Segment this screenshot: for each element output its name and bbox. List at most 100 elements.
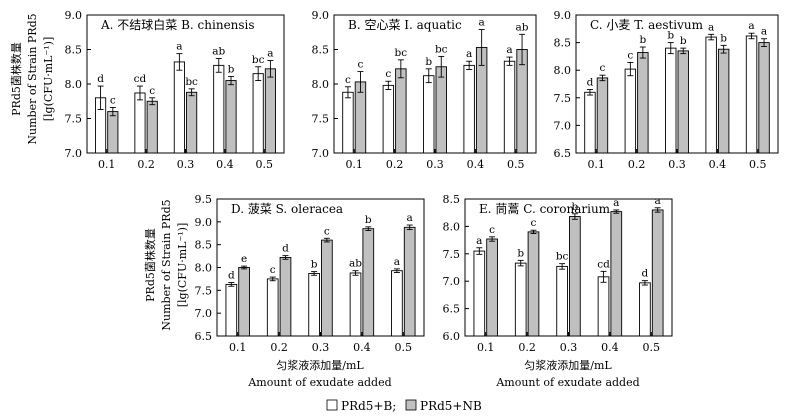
y-tick-label: 6.5	[195, 330, 213, 343]
significance-letter-nb: a	[479, 16, 485, 28]
y-tick-label: 7.5	[443, 248, 461, 261]
legend-label-nb: PRd5+NB	[420, 399, 482, 413]
bar-b	[423, 75, 435, 154]
bar-b	[584, 91, 596, 154]
charts-layer: 7.0 7.5 8.0 8.5 9.0 A. 不结球白菜 B. chinensis 0.1 d…	[65, 9, 779, 354]
bar-nb	[527, 231, 540, 337]
y-tick-label: 7.0	[65, 147, 83, 160]
y-tick-label: 8.5	[65, 44, 83, 57]
x-tick-label: 0.4	[467, 158, 485, 171]
bar-b	[134, 92, 146, 154]
bar-b	[745, 35, 758, 154]
bar-b	[173, 61, 185, 154]
xlabel-d-cn: 匀浆液添加量/mL	[276, 358, 364, 372]
bar-nb	[225, 80, 237, 154]
x-tick-label: 0.5	[749, 158, 767, 171]
significance-letter-b: b	[667, 30, 674, 42]
bar-nb	[569, 216, 581, 337]
significance-letter-b: ab	[349, 258, 362, 270]
bar-nb	[758, 42, 770, 154]
x-tick-label: 0.3	[560, 341, 578, 354]
xlabel-e-cn: 匀浆液添加量/mL	[524, 358, 612, 372]
bar-b	[349, 272, 362, 337]
bar-b	[514, 262, 527, 337]
y-tick-label: 8.5	[195, 239, 213, 252]
bar-nb	[610, 211, 623, 337]
bar-nb	[596, 77, 609, 154]
significance-letter-b: ab	[212, 45, 225, 57]
panel-d: 6.5 7.0 7.5 8.0 8.5 9.0 9.5 D. 菠菜 S. oleracea 0.…	[195, 193, 425, 354]
significance-letter-nb: c	[531, 217, 537, 229]
top-ylabel-unit: [lg(CFU·mL⁻¹)]	[42, 37, 55, 122]
x-tick-label: 0.2	[386, 158, 404, 171]
bar-b	[556, 265, 568, 337]
x-tick-label: 0.2	[137, 158, 155, 171]
significance-letter-nb: b	[720, 32, 727, 44]
bar-nb	[677, 50, 689, 154]
significance-letter-nb: bc	[185, 76, 198, 88]
bottom-ylabel-en: Number of Strain PRd5	[160, 199, 173, 330]
bar-b	[342, 91, 354, 154]
x-tick-label: 0.2	[270, 341, 288, 354]
bar-nb	[651, 209, 664, 337]
significance-letter-b: b	[517, 247, 524, 259]
significance-letter-b: c	[627, 49, 633, 61]
significance-letter-nb: bc	[395, 47, 408, 59]
significance-letter-nb: b	[639, 34, 646, 46]
x-tick-label: 0.3	[177, 158, 195, 171]
bar-nb	[362, 228, 375, 337]
significance-letter-b: bc	[556, 251, 569, 263]
x-tick-label: 0.1	[98, 158, 116, 171]
legend: PRd5+B; PRd5+NB	[326, 399, 482, 413]
x-tick-label: 0.1	[345, 158, 363, 171]
y-tick-label: 8.0	[312, 78, 330, 91]
significance-letter-nb: b	[228, 63, 235, 75]
panel-a: 7.0 7.5 8.0 8.5 9.0 A. 不结球白菜 B. chinensis 0.1 d…	[65, 9, 285, 171]
panel-title-b: B. 空心菜 I. aquatic	[348, 18, 462, 32]
panel-b: 7.07.58.08.59.0B. 空心菜 I. aquatic0.1cc0.2…	[312, 9, 537, 171]
x-tick-label: 0.2	[628, 158, 646, 171]
significance-letter-b: c	[270, 264, 276, 276]
y-tick-label: 9.0	[195, 216, 213, 229]
bar-b	[266, 278, 279, 337]
significance-letter-b: d	[228, 270, 235, 282]
significance-letter-nb: e	[241, 253, 247, 265]
bar-b	[463, 64, 475, 154]
significance-letter-b: d	[587, 77, 594, 89]
bottom-ylabel-cn: PRd5菌株数量	[143, 228, 157, 302]
y-tick-label: 7.5	[554, 92, 572, 105]
x-tick-label: 0.4	[601, 341, 619, 354]
y-tick-label: 9.0	[65, 9, 83, 22]
x-tick-label: 0.2	[518, 341, 536, 354]
x-tick-label: 0.5	[643, 341, 661, 354]
xlabel-d-en: Amount of exudate added	[247, 376, 391, 389]
y-tick-label: 8.5	[443, 193, 461, 206]
bar-nb	[264, 68, 276, 154]
significance-letter-nb: bc	[435, 43, 448, 55]
bar-nb	[395, 68, 407, 154]
y-tick-label: 7.5	[312, 113, 330, 126]
significance-letter-b: a	[176, 41, 182, 53]
significance-letter-nb: b	[572, 201, 579, 213]
y-tick-label: 6.5	[443, 303, 461, 316]
significance-letter-nb: b	[365, 214, 372, 226]
x-tick-label: 0.3	[668, 158, 686, 171]
bar-b	[503, 60, 516, 154]
bar-b	[473, 250, 486, 337]
y-tick-label: 7.5	[65, 113, 83, 126]
significance-letter-nb: a	[761, 26, 767, 38]
significance-letter-b: b	[311, 259, 318, 271]
y-tick-label: 9.5	[195, 193, 213, 206]
panel-title-c: C. 小麦 T. aestivum	[590, 18, 704, 32]
legend-swatch-b	[326, 399, 338, 411]
y-tick-label: 8.0	[195, 262, 213, 275]
y-tick-label: 7.5	[195, 284, 213, 297]
panel-title-d: D. 菠菜 S. oleracea	[231, 202, 343, 216]
significance-letter-b: a	[748, 20, 754, 32]
significance-letter-b: d	[97, 73, 104, 85]
y-tick-label: 7.0	[443, 275, 461, 288]
significance-letter-nb: ab	[516, 21, 529, 33]
bar-b	[308, 272, 320, 337]
top-ylabel-en: Number of Strain PRd5	[26, 13, 39, 144]
